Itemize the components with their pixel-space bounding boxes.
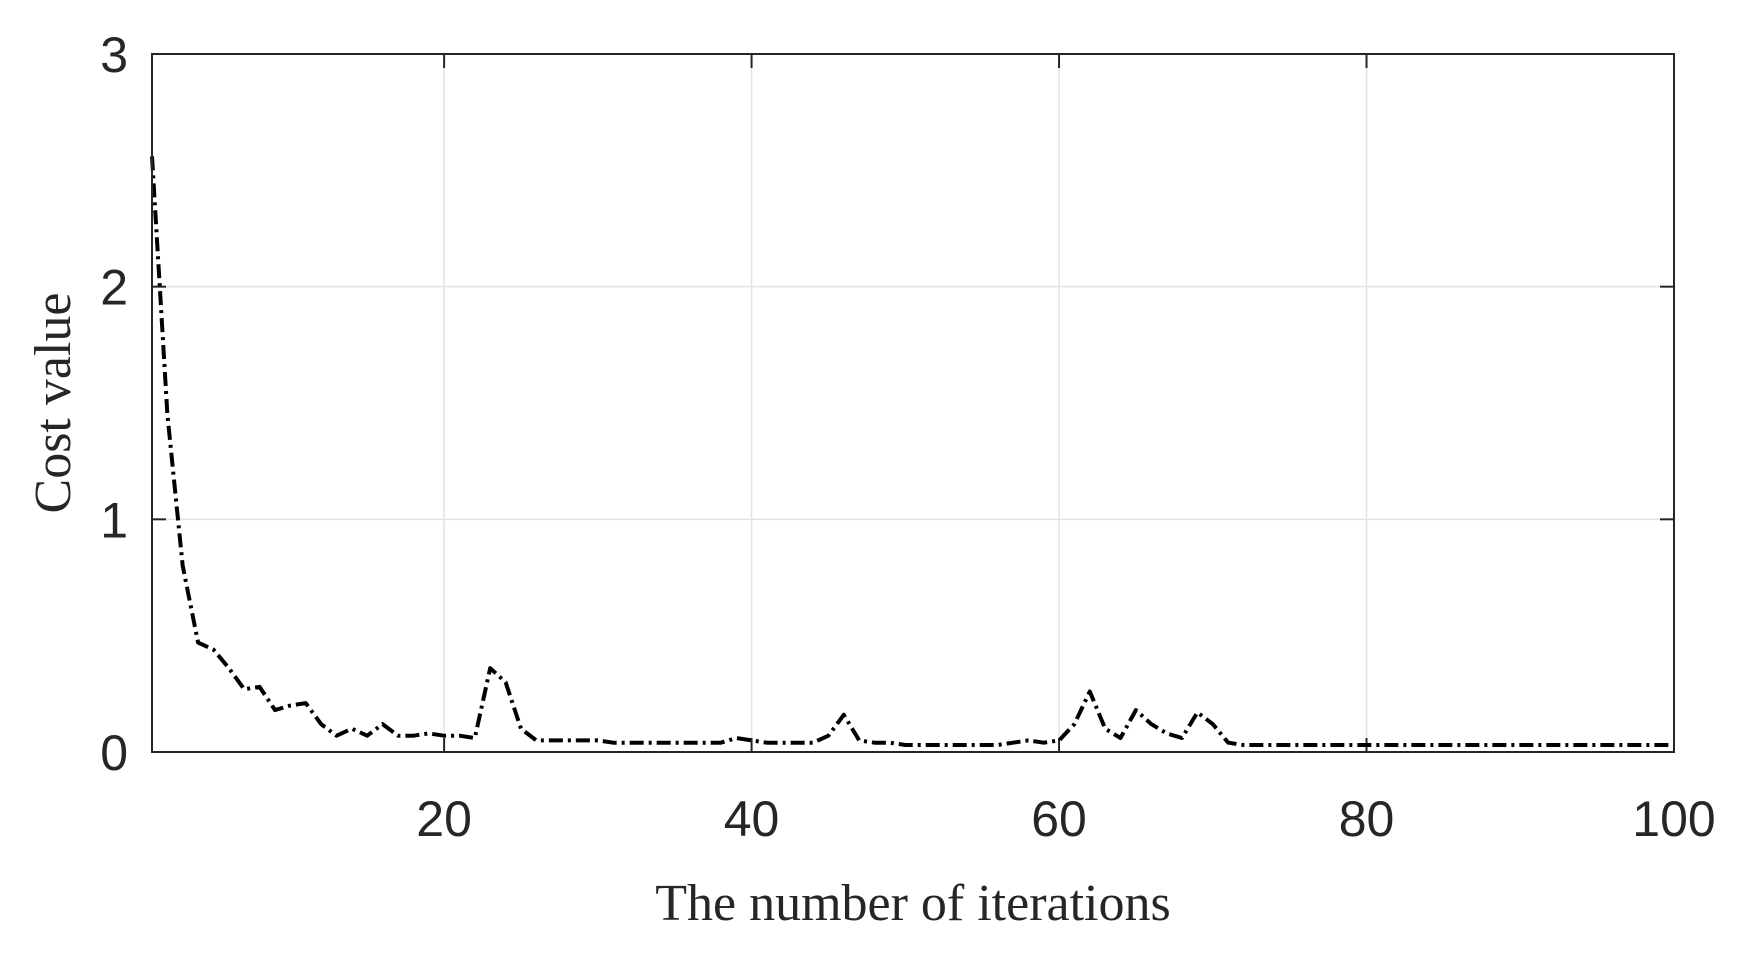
tick-marks: [152, 53, 1675, 753]
x-tick-label: 20: [416, 791, 472, 847]
series: [150, 156, 1674, 747]
x-tick-label: 60: [1031, 791, 1087, 847]
y-tick-label: 0: [100, 725, 128, 781]
y-tick-labels: 0 1 2 3: [100, 27, 128, 781]
y-tick-label: 2: [100, 260, 128, 316]
y-tick-label: 3: [100, 27, 128, 83]
y-tick-label: 1: [100, 492, 128, 548]
grid: [152, 53, 1675, 753]
x-tick-label: 100: [1632, 791, 1715, 847]
x-tick-label: 80: [1339, 791, 1395, 847]
x-tick-labels: 20 40 60 80 100: [416, 791, 1715, 847]
x-tick-label: 40: [724, 791, 780, 847]
plot-frame: [151, 53, 1675, 753]
cost-series-line: [150, 156, 1674, 747]
y-axis-label: Cost value: [25, 293, 82, 514]
x-axis-label: The number of iterations: [655, 875, 1171, 932]
